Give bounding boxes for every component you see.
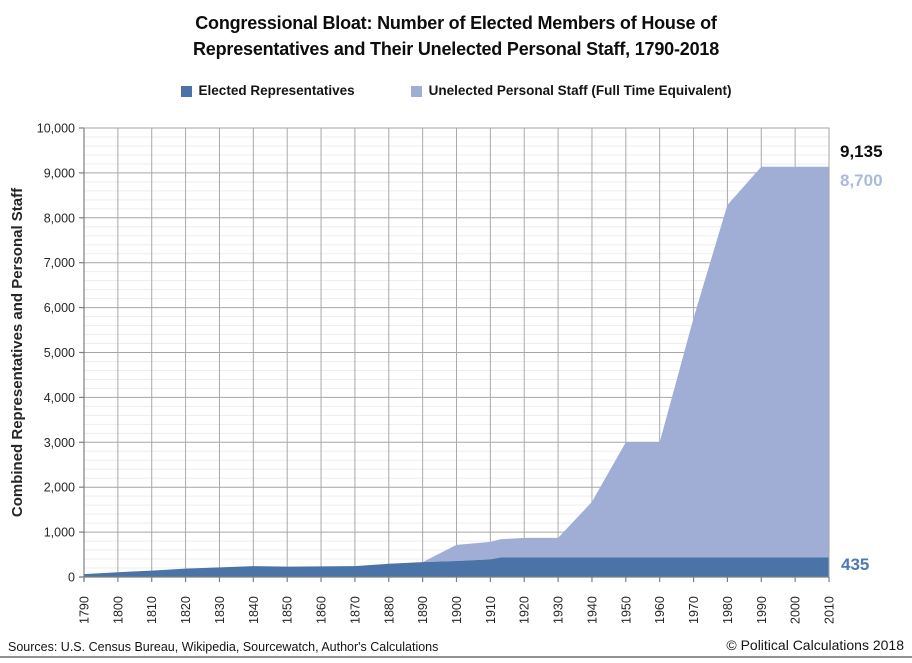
legend-swatch-elected-icon	[180, 85, 192, 97]
svg-text:10,000: 10,000	[37, 122, 75, 136]
svg-text:1940: 1940	[585, 596, 599, 624]
legend-swatch-staff-icon	[410, 85, 422, 97]
svg-text:1,000: 1,000	[44, 526, 75, 540]
svg-text:2,000: 2,000	[44, 481, 75, 495]
annotation-staff-value: 8,700	[840, 171, 883, 190]
svg-text:6,000: 6,000	[44, 301, 75, 315]
svg-text:1990: 1990	[755, 596, 769, 624]
svg-text:1870: 1870	[348, 596, 362, 624]
svg-text:5,000: 5,000	[44, 346, 75, 360]
svg-text:1910: 1910	[484, 596, 498, 624]
svg-text:2000: 2000	[789, 596, 803, 624]
y-axis-title: Combined Representatives and Personal St…	[9, 187, 26, 517]
chart-title-line2: Representatives and Their Unelected Pers…	[192, 39, 720, 59]
copyright-text: © Political Calculations 2018	[726, 637, 904, 653]
svg-text:1980: 1980	[721, 596, 735, 624]
chart-title-line1: Congressional Bloat: Number of Elected M…	[195, 13, 717, 33]
svg-text:1920: 1920	[518, 596, 532, 624]
x-tick-marks	[83, 577, 830, 582]
svg-text:4,000: 4,000	[44, 391, 75, 405]
svg-text:1950: 1950	[619, 596, 633, 624]
legend-label-elected: Elected Representatives	[198, 83, 355, 98]
legend-item-staff: Unelected Personal Staff (Full Time Equi…	[410, 83, 732, 98]
staff-area	[84, 166, 829, 575]
svg-text:7,000: 7,000	[44, 256, 75, 270]
svg-text:8,000: 8,000	[44, 211, 75, 225]
svg-text:1810: 1810	[145, 596, 159, 624]
sources-text: Sources: U.S. Census Bureau, Wikipedia, …	[8, 640, 439, 654]
svg-text:1960: 1960	[653, 596, 667, 624]
annotation-representatives-value: 435	[841, 555, 870, 574]
svg-text:1830: 1830	[213, 596, 227, 624]
svg-text:1840: 1840	[247, 596, 261, 624]
svg-text:1820: 1820	[179, 596, 193, 624]
legend-item-elected: Elected Representatives	[180, 83, 355, 98]
svg-text:9,000: 9,000	[44, 166, 75, 180]
svg-text:1850: 1850	[281, 596, 295, 624]
svg-text:1860: 1860	[315, 596, 329, 624]
x-tick-labels: 1790 1800 1810 1820 1830 1840 1850 1860 1870 1880…	[78, 596, 837, 624]
svg-text:3,000: 3,000	[44, 436, 75, 450]
svg-text:1900: 1900	[450, 596, 464, 624]
svg-text:1890: 1890	[416, 596, 430, 624]
svg-text:1880: 1880	[382, 596, 396, 624]
svg-text:1790: 1790	[78, 596, 92, 624]
y-tick-marks	[79, 127, 84, 578]
chart-title: Congressional Bloat: Number of Elected M…	[0, 10, 912, 62]
svg-text:2010: 2010	[823, 596, 837, 624]
legend-label-staff: Unelected Personal Staff (Full Time Equi…	[428, 83, 732, 98]
svg-text:0: 0	[68, 571, 75, 585]
svg-text:1800: 1800	[111, 596, 125, 624]
reps-area	[84, 557, 829, 577]
annotation-combined-total: 9,135	[840, 142, 883, 161]
footer-divider	[0, 656, 912, 658]
svg-text:1930: 1930	[552, 596, 566, 624]
svg-text:1970: 1970	[687, 596, 701, 624]
legend: Elected Representatives Unelected Person…	[0, 83, 912, 98]
y-tick-labels: 0 1,000 2,000 3,000 4,000 5,000 6,000 7,000 8,00…	[37, 122, 75, 585]
